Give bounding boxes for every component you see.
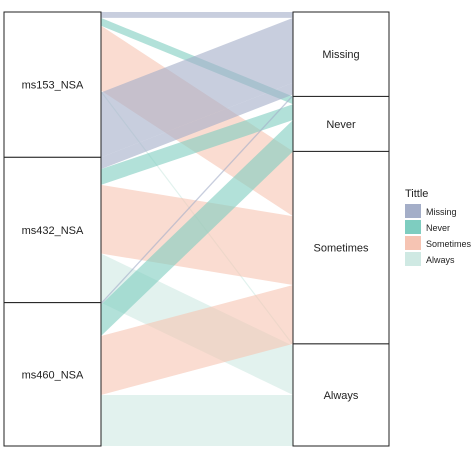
legend-label-never: Never bbox=[426, 223, 450, 233]
stratum-label: ms432_NSA bbox=[22, 225, 84, 237]
flow-ms460_NSA-sometimes-11 bbox=[101, 284, 293, 395]
flow-ms153_NSA-missing-4 bbox=[101, 17, 293, 158]
legend-label-missing: Missing bbox=[426, 207, 457, 217]
flow-ms432_NSA-never-6 bbox=[101, 104, 293, 185]
stratum-sometimes bbox=[292, 150, 390, 345]
flow-ms460_NSA-missing-9 bbox=[101, 94, 293, 305]
stratum-label: Never bbox=[326, 119, 356, 131]
strata-layer: ms153_NSA ms432_NSA ms460_NSA Missing Never S… bbox=[3, 11, 390, 447]
flow-ms153_NSA-missing-0 bbox=[101, 12, 293, 18]
stratum-missing bbox=[292, 11, 390, 97]
flow-ms460_NSA-never-10 bbox=[101, 120, 293, 337]
legend-swatch-sometimes bbox=[405, 236, 421, 250]
stratum-ms460-nsa bbox=[3, 302, 102, 447]
stratum-ms153-nsa bbox=[3, 11, 102, 158]
stratum-label: Sometimes bbox=[313, 243, 369, 255]
legend-label-always: Always bbox=[426, 255, 455, 265]
legend-label-sometimes: Sometimes bbox=[426, 239, 472, 249]
flow-ms460_NSA-always-12 bbox=[101, 394, 293, 446]
flow-ms432_NSA-missing-5 bbox=[101, 82, 293, 170]
stratum-label: Missing bbox=[322, 49, 359, 61]
legend-title: Tittle bbox=[405, 188, 428, 200]
legend-swatch-always bbox=[405, 252, 421, 266]
stratum-label: ms153_NSA bbox=[22, 80, 84, 92]
legend: Tittle Missing Never Sometimes Always bbox=[405, 188, 472, 266]
flows-layer bbox=[101, 12, 293, 446]
stratum-never bbox=[292, 95, 390, 152]
stratum-label: ms460_NSA bbox=[22, 369, 84, 381]
legend-swatch-missing bbox=[405, 204, 421, 218]
stratum-always bbox=[292, 343, 390, 447]
legend-swatch-never bbox=[405, 220, 421, 234]
stratum-label: Always bbox=[324, 390, 359, 402]
